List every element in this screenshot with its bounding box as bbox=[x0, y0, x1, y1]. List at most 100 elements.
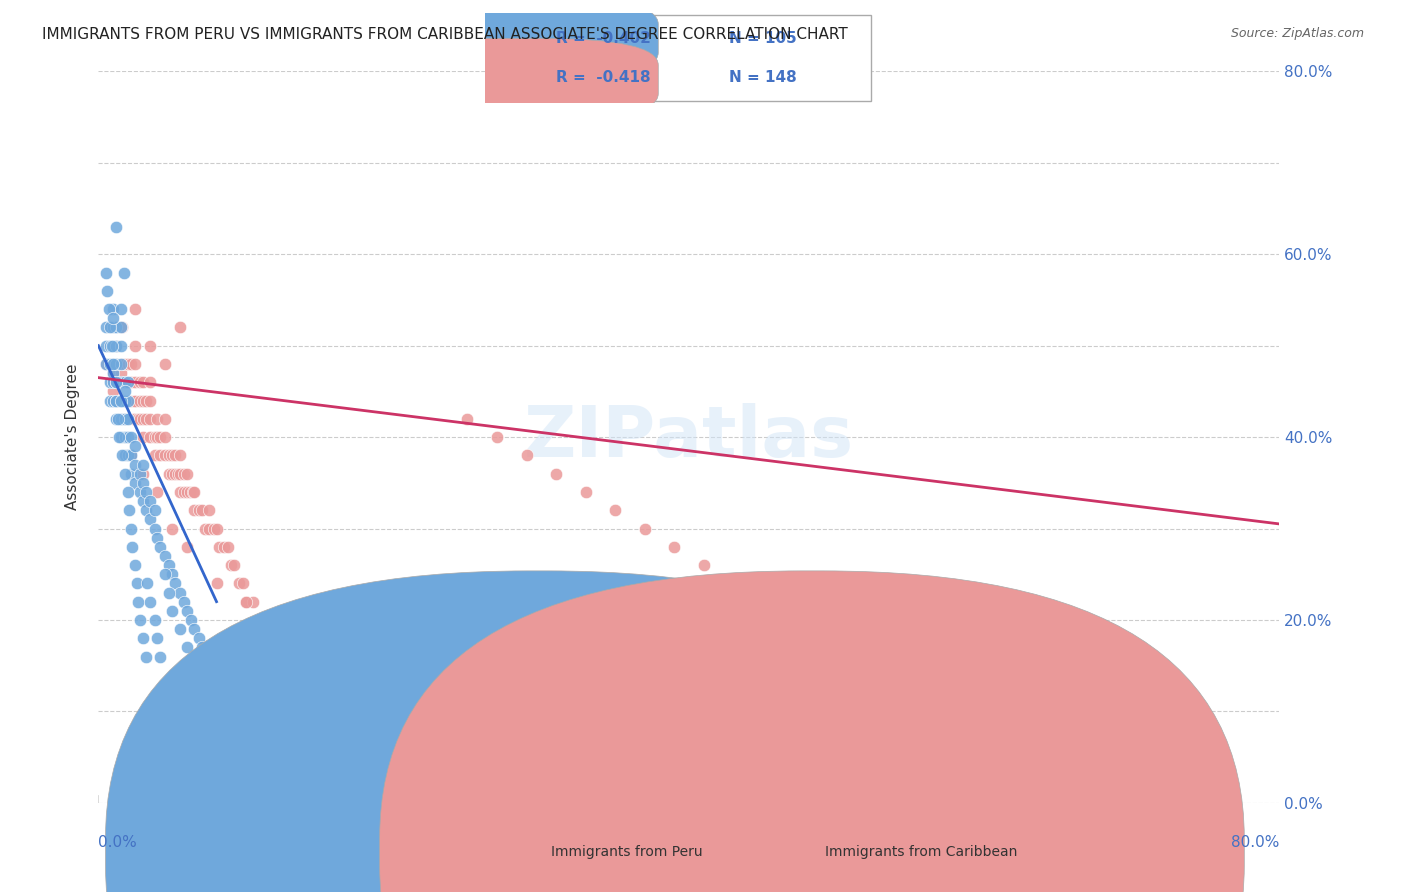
Point bbox=[103, 320, 125, 334]
Point bbox=[176, 540, 198, 554]
Point bbox=[205, 521, 228, 535]
Point bbox=[103, 376, 125, 390]
Point bbox=[114, 449, 136, 463]
Point bbox=[98, 338, 121, 352]
Point bbox=[187, 503, 209, 517]
Point bbox=[162, 604, 183, 618]
Point bbox=[456, 705, 478, 719]
Point bbox=[105, 376, 128, 390]
Point bbox=[111, 449, 134, 463]
Point bbox=[605, 503, 627, 517]
Point bbox=[353, 667, 375, 681]
Point bbox=[208, 540, 231, 554]
Point bbox=[120, 521, 142, 535]
Point bbox=[162, 449, 183, 463]
Point bbox=[139, 494, 162, 508]
Point bbox=[149, 649, 172, 664]
Point bbox=[94, 357, 117, 371]
Point bbox=[959, 723, 981, 737]
Point bbox=[143, 430, 166, 444]
Point bbox=[98, 376, 121, 390]
Point bbox=[105, 338, 128, 352]
Point bbox=[94, 338, 117, 352]
Point bbox=[165, 449, 187, 463]
Point bbox=[128, 376, 150, 390]
Point bbox=[412, 750, 434, 764]
Point bbox=[103, 311, 125, 326]
Point bbox=[110, 320, 132, 334]
Point bbox=[176, 640, 198, 655]
Point bbox=[183, 503, 205, 517]
Point bbox=[179, 485, 201, 500]
Point bbox=[149, 449, 172, 463]
Point bbox=[264, 632, 287, 646]
Point bbox=[98, 320, 121, 334]
Point bbox=[110, 393, 132, 408]
Point bbox=[153, 357, 176, 371]
Point bbox=[132, 467, 155, 481]
Point bbox=[250, 613, 273, 627]
Point bbox=[132, 430, 155, 444]
Point bbox=[323, 649, 346, 664]
Point bbox=[427, 750, 450, 764]
Point bbox=[105, 320, 128, 334]
Text: ZIPatlas: ZIPatlas bbox=[524, 402, 853, 472]
Point bbox=[165, 576, 187, 591]
Point bbox=[110, 412, 132, 426]
Point bbox=[103, 393, 125, 408]
Point bbox=[132, 475, 155, 490]
Point bbox=[456, 412, 478, 426]
Point bbox=[146, 632, 169, 646]
Point bbox=[693, 558, 716, 573]
Point bbox=[124, 376, 146, 390]
Point bbox=[751, 768, 773, 782]
Point bbox=[153, 567, 176, 582]
Point bbox=[128, 412, 150, 426]
Point bbox=[124, 439, 146, 453]
Point bbox=[157, 558, 180, 573]
Point bbox=[396, 740, 419, 755]
Point bbox=[103, 384, 125, 399]
Point bbox=[128, 485, 150, 500]
Point bbox=[114, 430, 136, 444]
Point bbox=[165, 467, 187, 481]
Point bbox=[782, 613, 804, 627]
Point bbox=[900, 686, 922, 700]
Point bbox=[105, 412, 128, 426]
Point bbox=[117, 393, 139, 408]
Point bbox=[173, 485, 195, 500]
Point bbox=[108, 376, 131, 390]
Point bbox=[128, 467, 150, 481]
Point bbox=[117, 357, 139, 371]
Point bbox=[294, 632, 316, 646]
Point bbox=[135, 412, 157, 426]
Point bbox=[124, 393, 146, 408]
FancyBboxPatch shape bbox=[382, 38, 658, 120]
Point bbox=[94, 320, 117, 334]
Point bbox=[97, 338, 120, 352]
Point bbox=[228, 576, 250, 591]
Point bbox=[176, 485, 198, 500]
Point bbox=[153, 412, 176, 426]
Point bbox=[202, 521, 225, 535]
Text: 80.0%: 80.0% bbox=[1232, 836, 1279, 850]
Point bbox=[173, 467, 195, 481]
Point bbox=[294, 667, 316, 681]
Point bbox=[120, 449, 142, 463]
Text: Immigrants from Peru: Immigrants from Peru bbox=[551, 845, 703, 859]
Point bbox=[120, 430, 142, 444]
Point bbox=[124, 458, 146, 472]
Point bbox=[1135, 768, 1157, 782]
Point bbox=[633, 521, 655, 535]
Point bbox=[146, 412, 169, 426]
Point bbox=[105, 393, 128, 408]
Point bbox=[143, 503, 166, 517]
Point bbox=[121, 540, 143, 554]
Point bbox=[103, 301, 125, 317]
Point bbox=[1002, 740, 1025, 755]
Point bbox=[105, 376, 128, 390]
Point bbox=[114, 393, 136, 408]
Point bbox=[127, 594, 149, 608]
Point bbox=[124, 558, 146, 573]
Point bbox=[132, 412, 155, 426]
